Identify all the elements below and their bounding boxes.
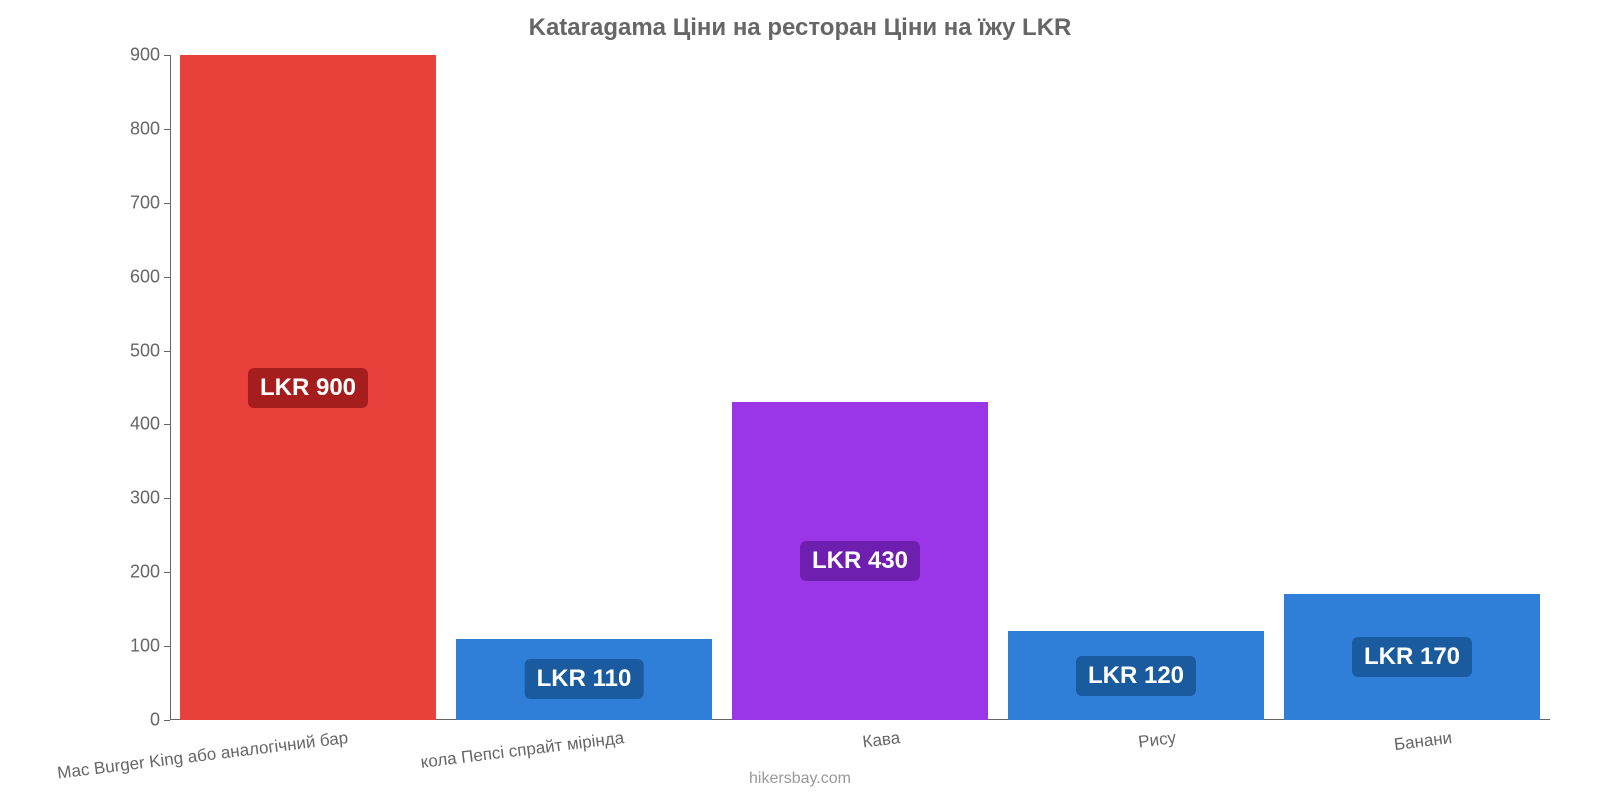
plot-area: LKR 900LKR 110LKR 430LKR 120LKR 170 0100… xyxy=(170,55,1550,720)
x-tick-label: кола Пепсі спрайт мірінда xyxy=(420,728,626,773)
credit-text: hikersbay.com xyxy=(0,770,1600,788)
y-tick-mark xyxy=(164,424,170,425)
chart-title: Kataragama Ціни на ресторан Ціни на їжу … xyxy=(0,0,1600,42)
y-tick-mark xyxy=(164,498,170,499)
bars-container: LKR 900 LKR 110 LKR 430 LKR 120 LKR 170 xyxy=(170,55,1550,720)
y-tick-mark xyxy=(164,720,170,721)
y-tick-mark xyxy=(164,572,170,573)
y-tick-mark xyxy=(164,351,170,352)
chart-area: LKR 900LKR 110LKR 430LKR 120LKR 170 0100… xyxy=(170,55,1550,720)
x-tick-label: Кава xyxy=(861,728,901,752)
bar-value-label: LKR 120 xyxy=(1076,656,1196,696)
bar-value-label: LKR 170 xyxy=(1352,637,1472,677)
y-tick-mark xyxy=(164,646,170,647)
y-tick-mark xyxy=(164,277,170,278)
bar-value-label: LKR 900 xyxy=(248,368,368,408)
bar-value-label: LKR 110 xyxy=(525,659,644,699)
x-tick-label: Банани xyxy=(1393,728,1453,755)
y-tick-mark xyxy=(164,129,170,130)
y-tick-mark xyxy=(164,203,170,204)
bar-value-label: LKR 430 xyxy=(800,541,920,581)
y-tick-mark xyxy=(164,55,170,56)
x-tick-label: Рису xyxy=(1137,728,1177,752)
